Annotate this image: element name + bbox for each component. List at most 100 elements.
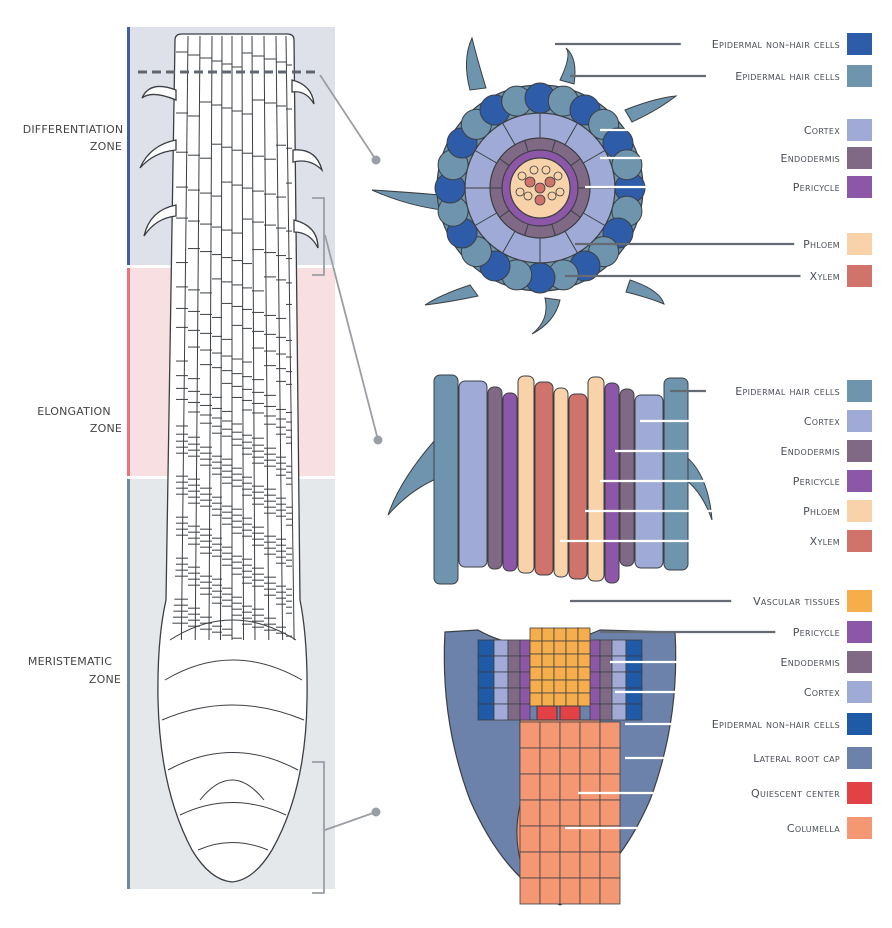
- root-tip-cell: [625, 671, 643, 689]
- root-tip-cell: [625, 655, 643, 673]
- columella-cell: [599, 773, 621, 801]
- endodermis-cell-wall: [551, 223, 556, 236]
- vascular-cell: [529, 653, 543, 668]
- longitudinal-strip: [534, 381, 554, 576]
- legend-swatch: [847, 33, 872, 55]
- legend-swatch: [847, 380, 872, 402]
- longitudinal-strip: [568, 393, 588, 580]
- endodermis-cell-wall: [524, 140, 529, 153]
- columella-cell: [579, 721, 601, 749]
- tissue-label: Endodermis: [780, 445, 840, 458]
- phloem-cell: [523, 191, 533, 201]
- columella-cell: [519, 721, 541, 749]
- columella-cell: [599, 747, 621, 775]
- legend-swatch: [847, 500, 872, 522]
- vascular-cell: [529, 627, 543, 642]
- tissue-label: Endodermis: [780, 152, 840, 165]
- legend-swatch: [847, 440, 872, 462]
- vascular-cell: [577, 666, 591, 681]
- root-tip-cell: [477, 655, 495, 673]
- columella-cell: [519, 799, 541, 827]
- root-tip-cell: [507, 639, 521, 657]
- cortex-cell-wall: [502, 231, 516, 254]
- tissue-label: Columella: [787, 822, 840, 835]
- vascular-cell: [529, 640, 543, 655]
- vascular-cell: [577, 640, 591, 655]
- legend-swatch: [847, 621, 872, 643]
- endodermis-cell-wall: [551, 140, 556, 153]
- columella-cell: [559, 721, 581, 749]
- root-cell-wall: [194, 35, 201, 641]
- legend-swatch: [847, 147, 872, 169]
- legend-swatch: [847, 176, 872, 198]
- tissue-label: Cortex: [804, 124, 840, 137]
- root-tip-cell: [493, 671, 509, 689]
- meristematic-zone-label-1: MERISTEMATIC: [28, 655, 112, 668]
- xylem-cell: [524, 176, 536, 188]
- root-cell-wall: [241, 35, 244, 641]
- root-tip-cell: [507, 703, 521, 721]
- root-tip-cell: [589, 655, 601, 673]
- quiescent-center-left: [536, 705, 558, 721]
- root-tip-cell: [477, 639, 495, 657]
- columella-cell: [559, 825, 581, 853]
- vascular-cell: [565, 640, 579, 655]
- columella-cell: [519, 747, 541, 775]
- root-tip-cell: [507, 687, 521, 705]
- columella-cell: [579, 825, 601, 853]
- root-tip-cell: [477, 687, 495, 705]
- legend-swatch: [847, 65, 872, 87]
- legend-swatch: [847, 681, 872, 703]
- root-cell-wall: [285, 35, 295, 641]
- vascular-cell: [541, 679, 555, 694]
- root-tip-cell: [611, 703, 627, 721]
- root-tip-cell: [589, 703, 601, 721]
- columella-cell: [539, 851, 561, 879]
- root-hairs: [139, 79, 324, 249]
- root-cell-rows: [172, 51, 292, 639]
- tissue-label: Cortex: [804, 686, 840, 699]
- tissue-label: Epidermal hair cells: [735, 385, 840, 398]
- vascular-cell: [565, 666, 579, 681]
- root-tip-cell: [507, 671, 521, 689]
- phloem-cell: [529, 165, 539, 175]
- root-tip-cell: [519, 671, 531, 689]
- legend-swatch: [847, 782, 872, 804]
- tissue-label: Pericycle: [793, 181, 840, 194]
- endodermis-cell-wall: [499, 158, 510, 167]
- columella-cell: [519, 877, 541, 905]
- root-tip-diagram: [443, 627, 677, 906]
- longitudinal-section-diagram: [387, 374, 713, 585]
- legend-swatch: [847, 265, 872, 287]
- epidermal-cells: [434, 82, 646, 294]
- vascular-cell: [565, 692, 579, 707]
- columella-cell: [559, 851, 581, 879]
- columella-cell: [599, 825, 621, 853]
- phloem-cell: [555, 187, 565, 197]
- root-tip-cell: [611, 687, 627, 705]
- cortex-cell-wall: [583, 212, 606, 226]
- legend-swatch: [847, 119, 872, 141]
- cortex-cell-wall: [564, 122, 578, 145]
- endodermis-cell-wall: [524, 223, 529, 236]
- vascular-cell: [565, 627, 579, 642]
- vascular-cell: [577, 627, 591, 642]
- tissue-label: Endodermis: [780, 656, 840, 669]
- legend-swatch: [847, 747, 872, 769]
- vascular-cell: [529, 679, 543, 694]
- vascular-cell: [553, 666, 567, 681]
- root-tip-cell: [519, 639, 531, 657]
- longitudinal-strip: [663, 377, 689, 571]
- vascular-cell: [565, 679, 579, 694]
- tissue-label: Pericycle: [793, 475, 840, 488]
- vascular-cells: [515, 165, 565, 206]
- root-tip-cell: [599, 655, 613, 673]
- phloem-cell: [541, 165, 551, 175]
- root-tip-cell: [611, 639, 627, 657]
- root-tip-cell: [493, 639, 509, 657]
- longitudinal-strip: [458, 380, 488, 568]
- elongation-zone-label-2: ZONE: [90, 422, 122, 435]
- vascular-cell: [541, 640, 555, 655]
- vascular-cell: [577, 653, 591, 668]
- elongation-zone-bar: [127, 268, 130, 476]
